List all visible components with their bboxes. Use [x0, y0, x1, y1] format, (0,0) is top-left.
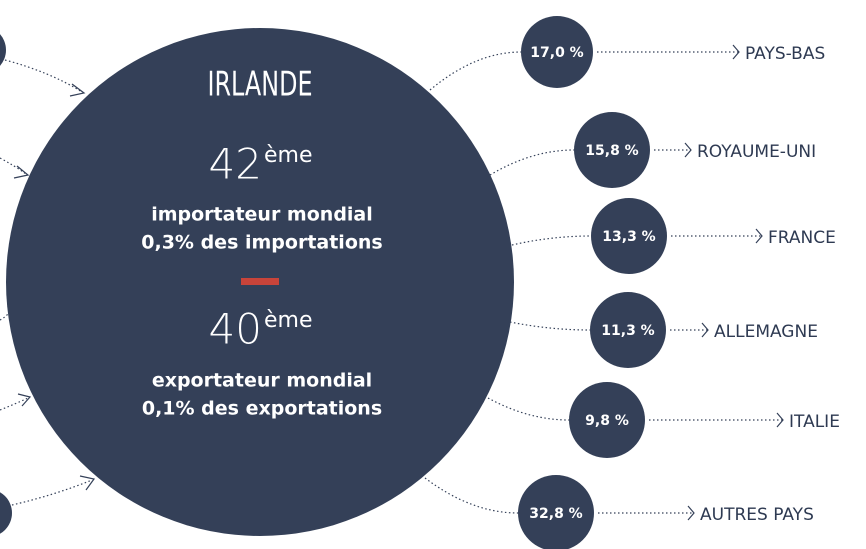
import-text: 0,3% des importations: [141, 232, 382, 254]
country-label: ITALIE: [789, 412, 840, 432]
country-label: ROYAUME-UNI: [697, 142, 816, 162]
link: [424, 477, 519, 514]
country-label: AUTRES PAYS: [700, 505, 814, 525]
arrow: [684, 142, 692, 158]
source-circle: [0, 492, 12, 534]
link: [429, 51, 522, 91]
share-circle: [574, 112, 650, 188]
share-label: 32,8 %: [529, 506, 582, 522]
share-label: 13,3 %: [602, 229, 655, 245]
import-rank-suffix: ème: [264, 143, 313, 168]
import-text: importateur mondial: [151, 204, 373, 226]
country-label: ALLEMAGNE: [714, 322, 818, 342]
country-label: PAYS-BAS: [745, 44, 825, 64]
share-label: 15,8 %: [585, 143, 638, 159]
arrow: [755, 228, 763, 244]
link: [509, 321, 591, 331]
country-title: IRLANDE: [207, 65, 312, 104]
arrow: [687, 505, 695, 521]
country-label: FRANCE: [768, 228, 836, 248]
arrow: [776, 412, 784, 428]
share-circle: [590, 292, 666, 368]
separator: [241, 278, 279, 285]
export-text: exportateur mondial: [152, 370, 372, 392]
source-circle: [0, 34, 6, 66]
arrow: [701, 322, 709, 338]
link: [511, 235, 592, 246]
arrow: [732, 44, 740, 60]
share-label: 17,0 %: [530, 45, 583, 61]
share-label: 9,8 %: [585, 413, 629, 429]
share-label: 11,3 %: [601, 323, 654, 339]
share-circle: [518, 475, 594, 549]
share-circle: [569, 382, 645, 458]
export-text: 0,1% des exportations: [142, 398, 382, 420]
link: [489, 149, 575, 176]
incoming-arrows: [0, 59, 96, 506]
export-rank-suffix: ème: [264, 308, 313, 333]
export-rank: 40: [209, 305, 262, 354]
share-circle: [591, 198, 667, 274]
share-circle: [521, 16, 593, 88]
link: [487, 397, 570, 421]
import-rank: 42: [209, 140, 262, 189]
